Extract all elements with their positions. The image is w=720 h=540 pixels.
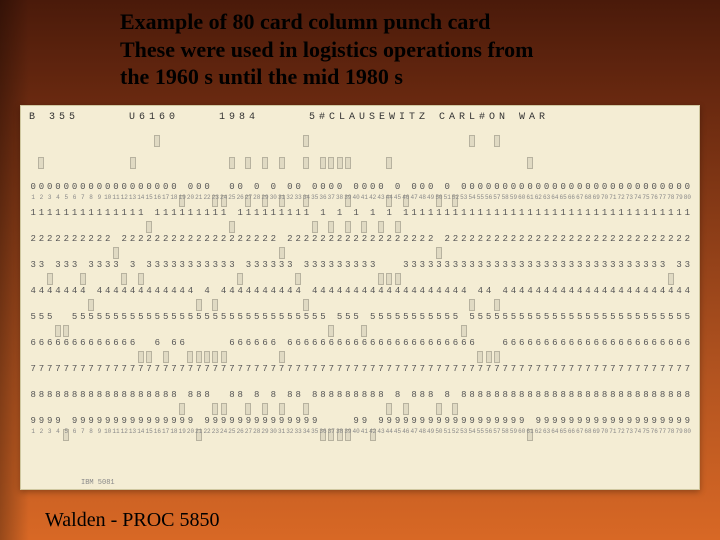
card-row-0: 0000000000000000000000000000000000000000… [29,180,691,194]
card-row-8: 8888888888888888888888888888888888888888… [29,388,691,402]
card-row-6: 6666666666666666666666666666666666666666… [29,336,691,350]
title-line-1: Example of 80 card column punch card [120,8,680,36]
card-row-9: 9999999999999999999999999999999999999999… [29,414,691,428]
card-top-print: B 355 U6160 1984 5#CLAUSEWITZ CARL#ON WA… [29,112,691,123]
card-row-1: 1111111111111111111111111111111111111111… [29,206,691,220]
punch-area: 0000000000000000000000000000000000000000… [29,134,691,473]
card-row-zone [29,134,691,148]
title-line-2: These were used in logistics operations … [120,36,680,64]
title-line-3: the 1960 s until the mid 1980 s [120,63,680,91]
card-row-3: 3333333333333333333333333333333333333333… [29,258,691,272]
column-numbers: 1234567891011121314151617181920212223242… [29,428,691,438]
slide-footer: Walden - PROC 5850 [45,509,220,532]
card-row-2: 2222222222222222222222222222222222222222… [29,232,691,246]
card-row-5: 5555555555555555555555555555555555555555… [29,310,691,324]
card-bottom-print: IBM 5081 [81,479,115,487]
card-row-4: 4444444444444444444444444444444444444444… [29,284,691,298]
card-row-zone [29,156,691,170]
title-block: Example of 80 card column punch card The… [120,8,680,91]
punch-card: B 355 U6160 1984 5#CLAUSEWITZ CARL#ON WA… [20,105,700,490]
card-row-7: 7777777777777777777777777777777777777777… [29,362,691,376]
column-numbers: 1234567891011121314151617181920212223242… [29,194,691,204]
